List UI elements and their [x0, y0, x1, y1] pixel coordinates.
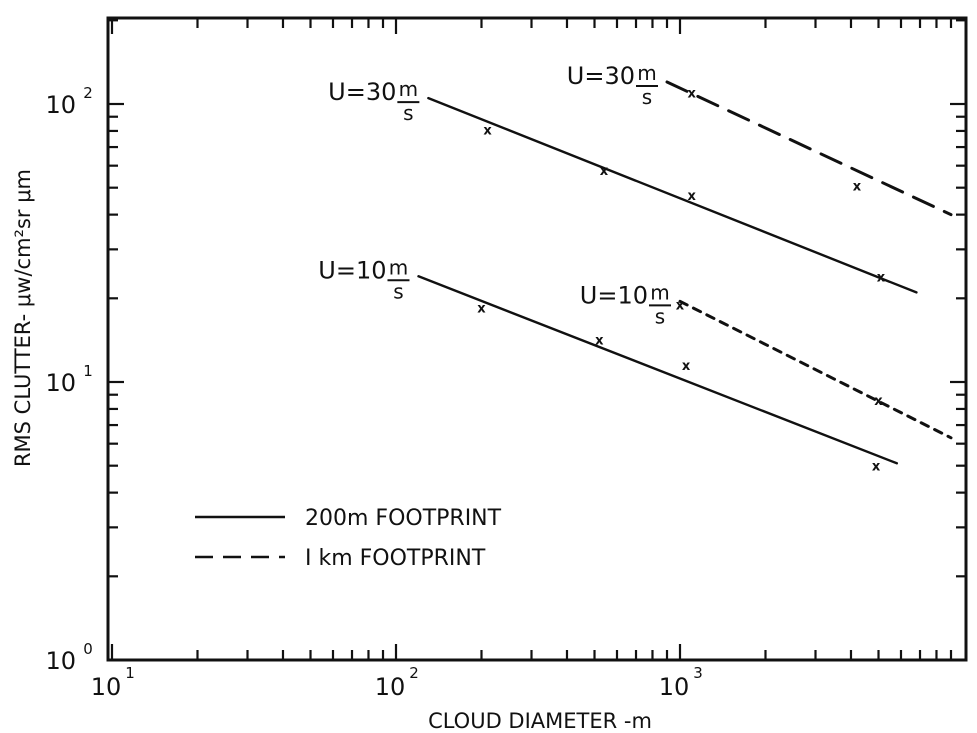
tick-labels: 10 1 10 2 10 310 010 110 2 [45, 84, 702, 701]
y-tick-label: 10 2 [45, 84, 92, 119]
plot-border [106, 16, 968, 662]
annotation-label: U=10 [318, 256, 386, 284]
data-marker: x [483, 123, 492, 138]
svg-text:3: 3 [693, 664, 703, 682]
y-axis-label: RMS CLUTTER- μw/cm²sr μm [11, 169, 35, 467]
data-marker: x [853, 179, 862, 194]
data-marker: x [877, 270, 886, 285]
legend-label-1: 200m FOOTPRINT [305, 506, 502, 531]
data-marker: x [477, 302, 486, 317]
annotation-label: U=30 [567, 62, 635, 90]
data-marker: x [872, 460, 881, 475]
axis-ticks [108, 18, 966, 662]
series-annotation-1: U=10 ms [318, 255, 410, 303]
series-lines [417, 80, 953, 465]
legend: 200m FOOTPRINT I km FOOTPRINT [195, 506, 502, 571]
series-line-1 [417, 275, 899, 465]
series-annotation-3: U=30 ms [328, 77, 420, 125]
svg-text:10: 10 [45, 91, 76, 119]
annotation-label: U=10 [580, 281, 648, 309]
svg-text:1: 1 [83, 362, 93, 380]
annotation-unit-den: s [642, 85, 652, 109]
series-annotation-4: U=30 ms [567, 61, 659, 109]
series-annotation-2: U=10 ms [580, 280, 671, 328]
series-annotations: U=10 ms U=10 msU=30 msU=30 ms [318, 61, 671, 328]
data-marker: x [676, 299, 685, 314]
svg-text:10: 10 [45, 369, 76, 397]
svg-text:10: 10 [91, 673, 122, 701]
data-marker: x [874, 394, 883, 409]
legend-label-2: I km FOOTPRINT [305, 546, 486, 571]
data-marker: x [595, 334, 604, 349]
x-tick-label: 10 2 [375, 664, 419, 701]
annotation-unit-den: s [655, 304, 665, 328]
svg-text:10: 10 [45, 647, 76, 675]
data-marker: x [688, 86, 697, 101]
data-marker: x [688, 189, 697, 204]
series-line-2 [678, 299, 953, 440]
annotation-unit-num: m [399, 77, 418, 101]
x-tick-label: 10 1 [91, 664, 135, 701]
y-tick-label: 10 0 [45, 640, 92, 675]
annotation-unit-num: m [650, 280, 669, 304]
svg-text:1: 1 [125, 664, 135, 682]
data-marker: x [682, 359, 691, 374]
svg-text:10: 10 [659, 673, 690, 701]
data-marker: x [600, 164, 609, 179]
series-line-3 [427, 96, 918, 294]
annotation-unit-num: m [389, 255, 408, 279]
annotation-unit-den: s [403, 101, 413, 125]
svg-text:10: 10 [375, 673, 406, 701]
plot-frame [106, 16, 968, 662]
x-axis-label: CLOUD DIAMETER -m [428, 709, 652, 733]
x-tick-label: 10 3 [659, 664, 703, 701]
svg-text:2: 2 [409, 664, 419, 682]
series-line-4 [665, 80, 953, 217]
data-markers: x x x x x x x x x x x x [477, 86, 885, 474]
svg-text:0: 0 [83, 640, 93, 658]
annotation-unit-num: m [637, 61, 656, 85]
svg-text:2: 2 [83, 84, 93, 102]
annotation-unit-den: s [393, 279, 403, 303]
y-tick-label: 10 1 [45, 362, 92, 397]
annotation-label: U=30 [328, 78, 396, 106]
